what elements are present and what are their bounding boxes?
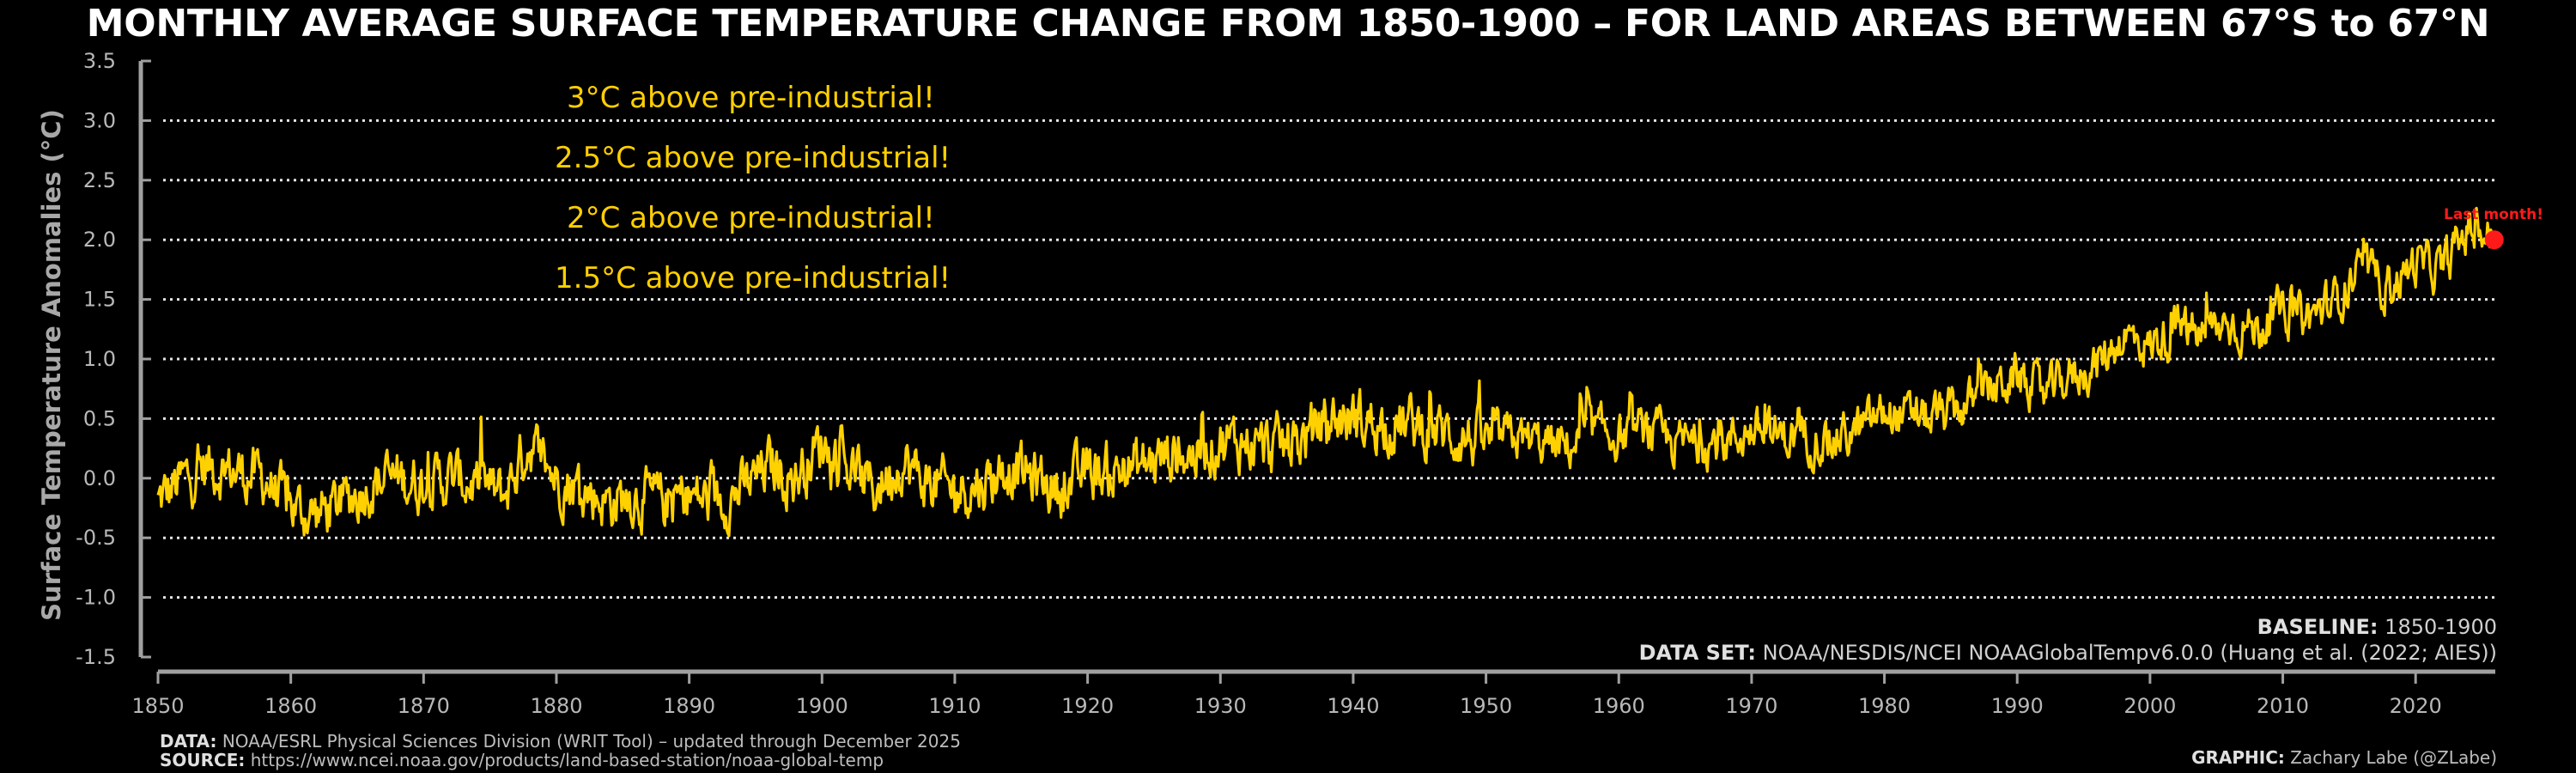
footer-graphic-label: GRAPHIC: <box>2191 747 2285 768</box>
footer-source-label: SOURCE: <box>160 750 246 770</box>
x-tick-label: 1920 <box>1061 694 1114 718</box>
dataset-value: NOAA/NESDIS/NCEI NOAAGlobalTempv6.0.0 (H… <box>1762 641 2497 665</box>
footer-graphic-value: Zachary Labe (@ZLabe) <box>2290 747 2497 768</box>
x-tick-label: 1860 <box>264 694 317 718</box>
x-tick-label: 1980 <box>1858 694 1911 718</box>
annotation-2c: 2°C above pre-industrial! <box>567 201 935 235</box>
baseline-info: BASELINE: 1850-1900 <box>2257 615 2497 639</box>
dataset-label: DATA SET: <box>1638 641 1756 665</box>
x-tick-label: 1990 <box>1991 694 2044 718</box>
x-tick-label: 1850 <box>131 694 184 718</box>
footer-data: DATA: NOAA/ESRL Physical Sciences Divisi… <box>160 731 961 752</box>
y-axis-label: Surface Temperature Anomalies (°C) <box>37 109 66 621</box>
baseline-label: BASELINE: <box>2257 615 2379 639</box>
annotation-3c: 3°C above pre-industrial! <box>567 81 935 115</box>
y-tick-label: 2.5 <box>83 168 116 192</box>
y-tick-label: 1.5 <box>83 288 116 312</box>
annotation-1-5c: 1.5°C above pre-industrial! <box>555 261 951 295</box>
y-tick-label: 0.0 <box>83 466 116 490</box>
temperature-series-line <box>156 206 2495 538</box>
y-tick-label: 0.5 <box>83 406 116 430</box>
axes <box>138 59 2495 684</box>
y-tick-label: -1.5 <box>76 645 116 669</box>
footer-source: SOURCE: https://www.ncei.noaa.gov/produc… <box>160 750 884 770</box>
footer-graphic: GRAPHIC: Zachary Labe (@ZLabe) <box>2191 747 2497 768</box>
y-tick-label: 2.0 <box>83 228 116 252</box>
x-tick-label: 1970 <box>1725 694 1777 718</box>
footer-data-label: DATA: <box>160 731 217 752</box>
x-tick-label: 1870 <box>398 694 450 718</box>
x-tick-label: 2010 <box>2257 694 2309 718</box>
x-tick-label: 1890 <box>663 694 715 718</box>
y-tick-label: -1.0 <box>76 586 116 610</box>
x-tick-label: 1900 <box>796 694 848 718</box>
x-tick-label: 1940 <box>1327 694 1379 718</box>
last-point-marker <box>2484 230 2504 250</box>
x-tick-label: 2000 <box>2123 694 2176 718</box>
series-layer <box>156 206 2495 538</box>
y-tick-label: -0.5 <box>76 526 116 550</box>
footer-data-value: NOAA/ESRL Physical Sciences Division (WR… <box>222 731 961 752</box>
x-tick-label: 1910 <box>928 694 981 718</box>
footer-source-value: https://www.ncei.noaa.gov/products/land-… <box>250 750 884 770</box>
dataset-info: DATA SET: NOAA/NESDIS/NCEI NOAAGlobalTem… <box>1639 641 2497 665</box>
y-tick-label: 1.0 <box>83 347 116 371</box>
x-tick-label: 1930 <box>1194 694 1247 718</box>
chart-title: MONTHLY AVERAGE SURFACE TEMPERATURE CHAN… <box>86 2 2490 46</box>
y-tick-label: 3.5 <box>83 49 116 73</box>
tick-labels: -1.5 -1.0 -0.5 0.0 0.5 1.0 1.5 2.0 2.5 3.0 3.5 1850… <box>76 49 2442 718</box>
last-point-layer <box>2484 230 2504 250</box>
annotation-2-5c: 2.5°C above pre-industrial! <box>555 141 951 175</box>
x-tick-label: 1950 <box>1460 694 1512 718</box>
grid-lines <box>163 119 2499 600</box>
last-point-label: Last month! <box>2444 206 2543 223</box>
baseline-value: 1850-1900 <box>2385 615 2497 639</box>
x-tick-label: 1960 <box>1593 694 1645 718</box>
y-tick-label: 3.0 <box>83 108 116 132</box>
x-tick-label: 1880 <box>530 694 582 718</box>
x-tick-label: 2020 <box>2390 694 2442 718</box>
